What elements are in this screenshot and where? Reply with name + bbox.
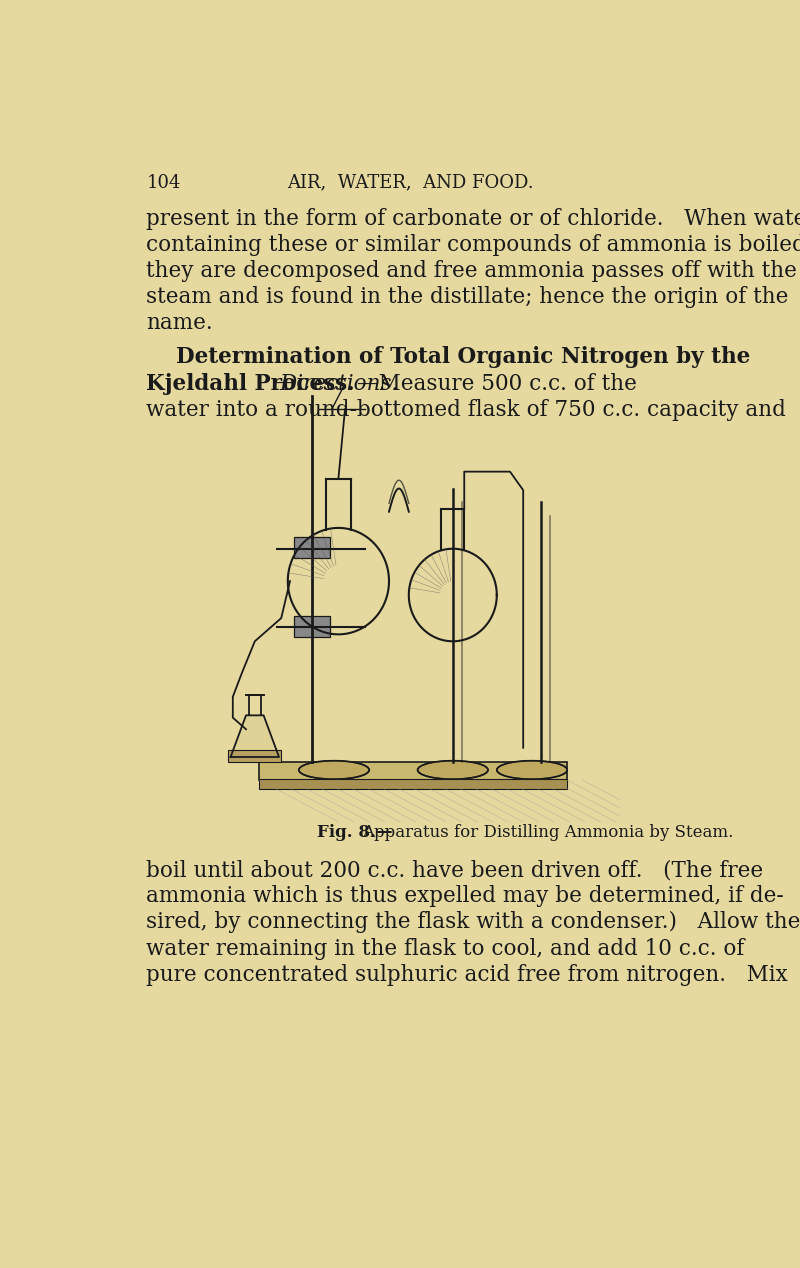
Bar [294,616,330,637]
Text: present in the form of carbonate or of chloride.   When water: present in the form of carbonate or of c… [146,208,800,230]
Text: water into a round-bottomed flask of 750 c.c. capacity and: water into a round-bottomed flask of 750… [146,399,786,421]
Text: —: — [272,373,294,394]
Ellipse shape [497,761,567,780]
Polygon shape [230,715,279,757]
Text: ammonia which is thus expelled may be determined, if de-: ammonia which is thus expelled may be de… [146,885,784,907]
Bar [259,762,567,780]
Text: AIR,  WATER,  AND FOOD.: AIR, WATER, AND FOOD. [286,174,534,191]
Bar [229,751,282,762]
Text: sired, by connecting the flask with a condenser.)   Allow the: sired, by connecting the flask with a co… [146,912,800,933]
Bar [294,538,330,558]
Text: pure concentrated sulphuric acid free from nitrogen.   Mix: pure concentrated sulphuric acid free fr… [146,964,788,985]
Text: water remaining in the flask to cool, and add 10 c.c. of: water remaining in the flask to cool, an… [146,937,745,960]
Text: 104: 104 [146,174,181,191]
Ellipse shape [299,761,370,780]
Text: Kjeldahl Process.: Kjeldahl Process. [146,373,355,394]
Text: steam and is found in the distillate; hence the origin of the: steam and is found in the distillate; he… [146,287,789,308]
Text: they are decomposed and free ammonia passes off with the: they are decomposed and free ammonia pas… [146,260,798,283]
Text: boil until about 200 c.c. have been driven off.   (The free: boil until about 200 c.c. have been driv… [146,858,764,881]
Text: Apparatus for Distilling Ammonia by Steam.: Apparatus for Distilling Ammonia by Stea… [362,824,733,841]
Bar [259,780,567,790]
Text: —Measure 500 c.c. of the: —Measure 500 c.c. of the [358,373,637,394]
Text: Directions.: Directions. [279,373,398,394]
Text: Fig. 8.—: Fig. 8.— [317,824,393,841]
Ellipse shape [418,761,488,780]
Text: Determination of Total Organic Nitrogen by the: Determination of Total Organic Nitrogen … [146,346,750,369]
Text: containing these or similar compounds of ammonia is boiled,: containing these or similar compounds of… [146,235,800,256]
Text: name.: name. [146,312,213,335]
